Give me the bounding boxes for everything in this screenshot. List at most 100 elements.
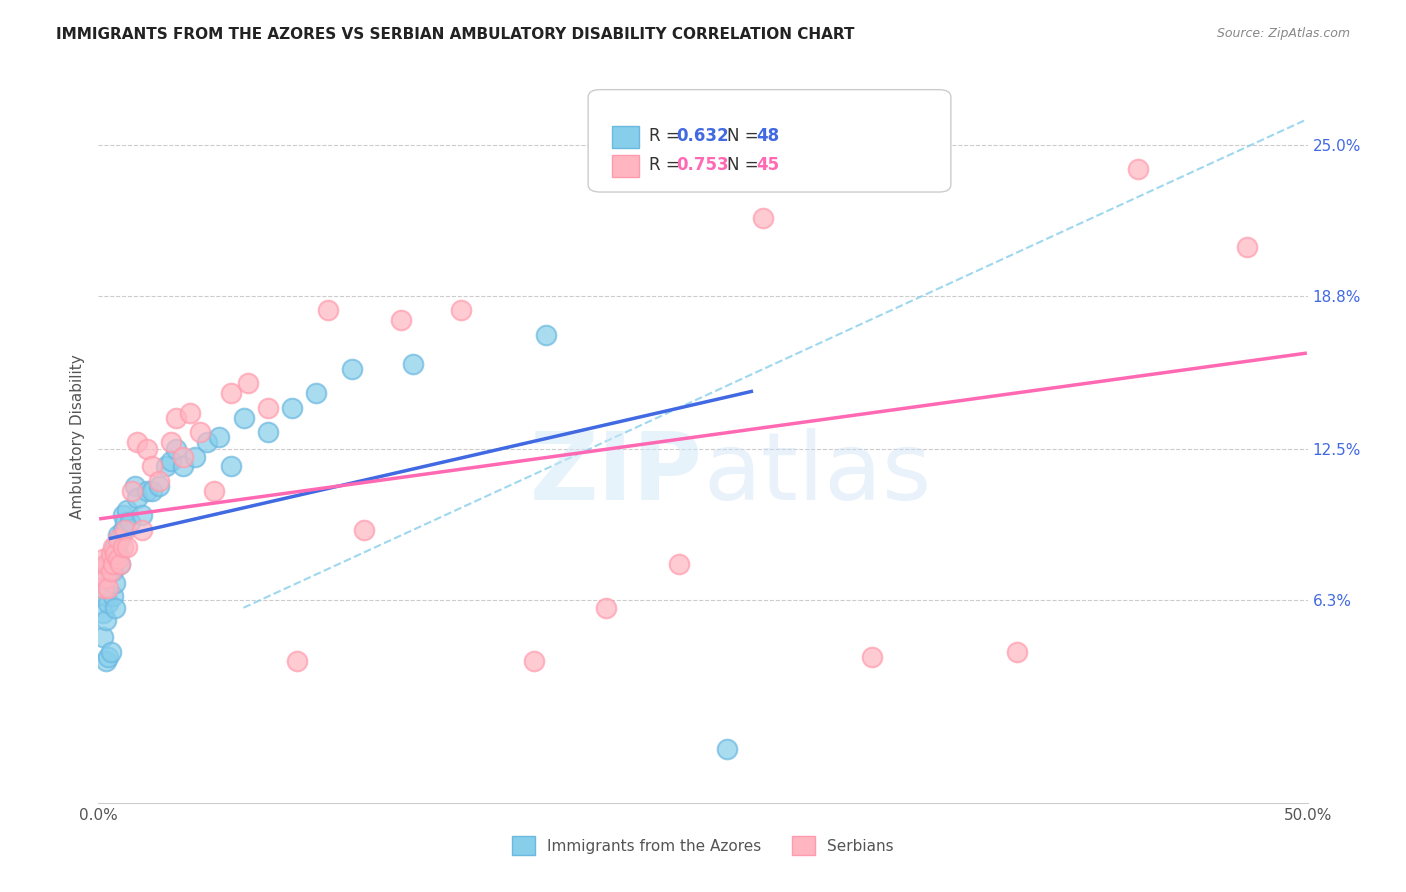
Point xyxy=(91,552,114,566)
Point xyxy=(104,576,127,591)
Point xyxy=(111,508,134,522)
Point xyxy=(108,557,131,571)
Bar xyxy=(613,126,638,148)
Point xyxy=(118,516,141,530)
Point xyxy=(179,406,201,420)
Point xyxy=(184,450,207,464)
Point xyxy=(104,540,127,554)
Point xyxy=(104,547,127,561)
Point xyxy=(165,442,187,457)
Point xyxy=(595,600,617,615)
Point xyxy=(716,742,738,756)
Text: IMMIGRANTS FROM THE AZORES VS SERBIAN AMBULATORY DISABILITY CORRELATION CHART: IMMIGRANTS FROM THE AZORES VS SERBIAN AM… xyxy=(56,27,855,42)
Point xyxy=(97,649,120,664)
Point xyxy=(111,523,134,537)
Point xyxy=(100,645,122,659)
Point xyxy=(101,540,124,554)
Point xyxy=(195,434,218,449)
Point xyxy=(107,552,129,566)
Point xyxy=(135,442,157,457)
Point xyxy=(117,503,139,517)
Point xyxy=(90,564,112,578)
Bar xyxy=(613,155,638,178)
Point xyxy=(668,557,690,571)
Point xyxy=(94,572,117,586)
Text: ZIP: ZIP xyxy=(530,427,703,520)
Point xyxy=(91,572,114,586)
Point xyxy=(285,654,308,668)
Point xyxy=(148,479,170,493)
Point xyxy=(172,459,194,474)
Text: R =: R = xyxy=(648,156,685,174)
Point xyxy=(114,516,136,530)
Point xyxy=(124,479,146,493)
Point xyxy=(108,557,131,571)
Point xyxy=(238,376,260,391)
Point xyxy=(204,483,226,498)
Point xyxy=(141,483,163,498)
Point xyxy=(108,533,131,547)
Point xyxy=(316,303,339,318)
Text: 48: 48 xyxy=(756,127,779,145)
Point xyxy=(101,589,124,603)
Point xyxy=(101,564,124,578)
Point xyxy=(107,533,129,547)
Point xyxy=(91,630,114,644)
Point xyxy=(232,410,254,425)
Point xyxy=(94,589,117,603)
Point xyxy=(389,313,412,327)
Point xyxy=(208,430,231,444)
Point xyxy=(148,474,170,488)
Text: N =: N = xyxy=(727,127,763,145)
Point xyxy=(91,606,114,620)
Point xyxy=(94,654,117,668)
Point xyxy=(127,491,149,505)
Point xyxy=(256,401,278,415)
Point xyxy=(1007,645,1029,659)
Point xyxy=(100,547,122,561)
Point xyxy=(256,425,278,440)
Point xyxy=(94,613,117,627)
Point xyxy=(534,327,557,342)
Point xyxy=(160,454,183,468)
Y-axis label: Ambulatory Disability: Ambulatory Disability xyxy=(69,355,84,519)
Point xyxy=(221,386,243,401)
Text: 0.632: 0.632 xyxy=(676,127,730,145)
Point xyxy=(165,410,187,425)
Point xyxy=(131,508,153,522)
Point xyxy=(97,557,120,571)
Point xyxy=(131,523,153,537)
Point xyxy=(752,211,775,225)
FancyBboxPatch shape xyxy=(588,90,950,192)
Point xyxy=(107,547,129,561)
Point xyxy=(281,401,304,415)
Text: N =: N = xyxy=(727,156,763,174)
Point xyxy=(100,564,122,578)
Text: 0.753: 0.753 xyxy=(676,156,730,174)
Point xyxy=(523,654,546,668)
Point xyxy=(111,540,134,554)
Point xyxy=(353,523,375,537)
Text: 45: 45 xyxy=(756,156,779,174)
Point xyxy=(1128,161,1150,176)
Point xyxy=(160,434,183,449)
Point xyxy=(114,523,136,537)
Text: R =: R = xyxy=(648,127,685,145)
Point xyxy=(1236,240,1258,254)
Point xyxy=(141,459,163,474)
Point xyxy=(104,600,127,615)
Point xyxy=(101,557,124,571)
Text: Source: ZipAtlas.com: Source: ZipAtlas.com xyxy=(1216,27,1350,40)
Point xyxy=(135,483,157,498)
Point xyxy=(342,361,364,376)
Point xyxy=(172,450,194,464)
Point xyxy=(305,386,328,401)
Point xyxy=(155,459,177,474)
Point xyxy=(97,596,120,610)
Point xyxy=(107,527,129,541)
Point xyxy=(127,434,149,449)
Point xyxy=(97,581,120,595)
Point xyxy=(94,557,117,571)
Legend: Immigrants from the Azores, Serbians: Immigrants from the Azores, Serbians xyxy=(506,830,900,861)
Point xyxy=(402,357,425,371)
